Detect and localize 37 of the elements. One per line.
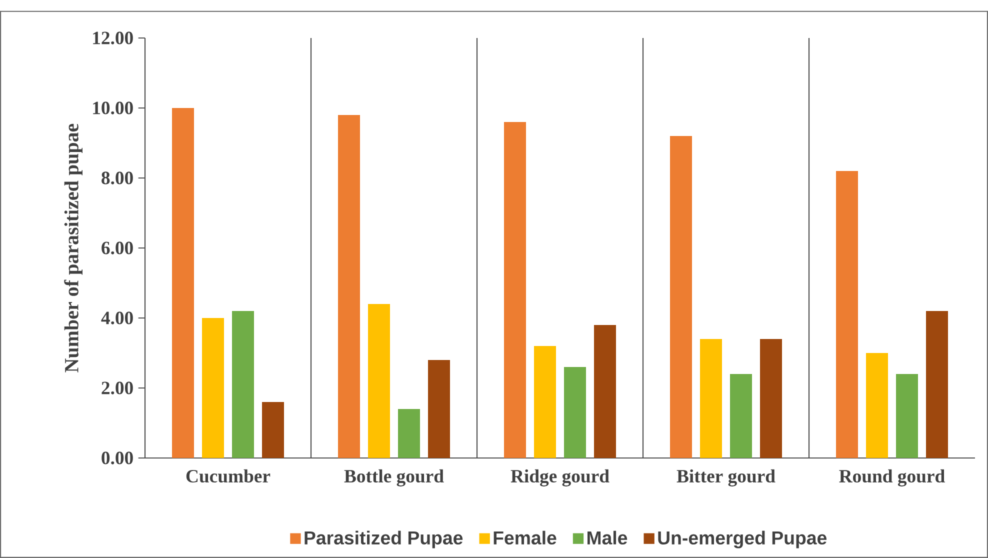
bar	[534, 346, 556, 458]
y-tick-label: 4.00	[101, 312, 133, 324]
bar	[670, 136, 692, 458]
bar	[896, 374, 918, 458]
y-tick-label: 10.00	[93, 102, 133, 114]
x-tick-label: Ridge gourd	[510, 469, 610, 486]
bar	[428, 360, 450, 458]
bar	[926, 311, 948, 458]
bar	[594, 325, 616, 458]
legend-label: Un-emerged Pupae	[658, 530, 827, 548]
bar	[836, 170, 858, 458]
x-tick-label: Bitter gourd	[676, 469, 776, 486]
y-tick-label: 2.00	[102, 382, 133, 394]
bar	[700, 339, 722, 458]
bar	[564, 367, 586, 458]
x-tick-label: Bottle gourd	[344, 469, 444, 486]
y-tick-label: 0.00	[102, 452, 133, 464]
y-axis-title: Number of parasitized pupae	[64, 124, 82, 372]
bar	[504, 122, 526, 458]
bar	[368, 304, 390, 458]
legend-label: Male	[588, 530, 628, 545]
bar	[866, 353, 888, 458]
bar	[338, 115, 360, 458]
bar	[398, 409, 420, 458]
bar	[172, 108, 194, 458]
legend-label: Female	[494, 530, 556, 545]
bar	[232, 311, 254, 458]
bar	[202, 318, 224, 458]
bar	[760, 339, 782, 458]
x-tick-label: Cucumber	[186, 469, 270, 483]
y-tick-label: 6.00	[102, 242, 133, 254]
x-tick-label: Round gourd	[839, 469, 945, 486]
legend-label: Parasitized Pupae	[304, 530, 463, 548]
y-tick-label: 8.00	[102, 172, 133, 184]
bar	[262, 402, 284, 458]
bar	[730, 374, 752, 458]
y-tick-label: 12.00	[93, 32, 133, 44]
